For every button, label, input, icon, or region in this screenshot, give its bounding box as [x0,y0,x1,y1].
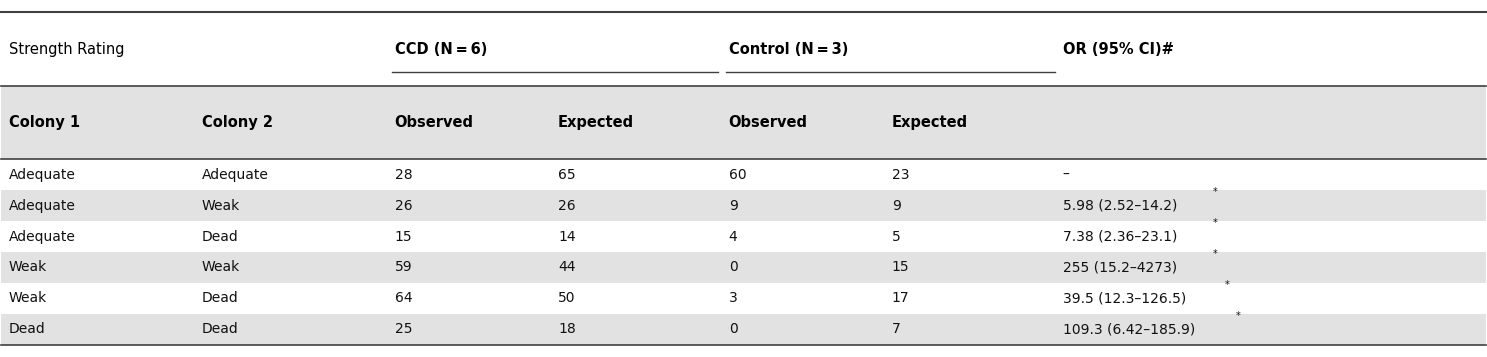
Text: Colony 1: Colony 1 [9,115,80,130]
Text: 3: 3 [729,292,738,306]
Text: 109.3 (6.42–185.9): 109.3 (6.42–185.9) [1063,322,1196,337]
Text: 25: 25 [394,322,412,337]
Text: Expected: Expected [892,115,968,130]
Text: Adequate: Adequate [9,167,76,181]
Text: Adequate: Adequate [9,230,76,243]
Text: 18: 18 [558,322,575,337]
Text: 7: 7 [892,322,901,337]
Text: CCD (N = 6): CCD (N = 6) [394,42,488,57]
Text: 28: 28 [394,167,412,181]
Text: 4: 4 [729,230,738,243]
Text: Dead: Dead [202,230,238,243]
Text: *: * [1224,280,1230,290]
Bar [1,12,1486,86]
Bar [1,252,1486,283]
Text: Dead: Dead [202,292,238,306]
Text: 65: 65 [558,167,575,181]
Text: Weak: Weak [202,198,239,212]
Text: *: * [1236,311,1240,321]
Text: *: * [1212,249,1218,259]
Text: OR (95% CI)#: OR (95% CI)# [1063,42,1173,57]
Text: Adequate: Adequate [9,198,76,212]
Bar [1,314,1486,345]
Text: Weak: Weak [202,261,239,275]
Text: 5: 5 [892,230,901,243]
Text: 59: 59 [394,261,412,275]
Text: Control (N = 3): Control (N = 3) [729,42,848,57]
Text: 255 (15.2–4273): 255 (15.2–4273) [1063,261,1176,275]
Text: Weak: Weak [9,261,48,275]
Bar [1,159,1486,190]
Text: *: * [1213,187,1218,197]
Text: 50: 50 [558,292,575,306]
Bar [1,283,1486,314]
Text: 44: 44 [558,261,575,275]
Text: *: * [1213,218,1218,228]
Text: Dead: Dead [202,322,238,337]
Text: 64: 64 [394,292,412,306]
Text: 5.98 (2.52–14.2): 5.98 (2.52–14.2) [1063,198,1178,212]
Text: 0: 0 [729,261,738,275]
Text: 15: 15 [892,261,910,275]
Text: 17: 17 [892,292,910,306]
Text: 23: 23 [892,167,910,181]
Text: 9: 9 [892,198,901,212]
Bar [1,190,1486,221]
Text: 0: 0 [729,322,738,337]
Text: Observed: Observed [729,115,807,130]
Text: Expected: Expected [558,115,633,130]
Text: –: – [1063,167,1069,181]
Text: 7.38 (2.36–23.1): 7.38 (2.36–23.1) [1063,230,1178,243]
Text: 60: 60 [729,167,746,181]
Text: 15: 15 [394,230,412,243]
Text: Weak: Weak [9,292,48,306]
Text: Colony 2: Colony 2 [202,115,272,130]
Text: 26: 26 [558,198,575,212]
Text: 14: 14 [558,230,575,243]
Text: Observed: Observed [394,115,474,130]
Text: Strength Rating: Strength Rating [9,42,125,57]
Text: Adequate: Adequate [202,167,269,181]
Text: Dead: Dead [9,322,46,337]
Bar [1,221,1486,252]
Text: 26: 26 [394,198,412,212]
Bar [1,86,1486,159]
Text: 39.5 (12.3–126.5): 39.5 (12.3–126.5) [1063,292,1185,306]
Text: 9: 9 [729,198,738,212]
